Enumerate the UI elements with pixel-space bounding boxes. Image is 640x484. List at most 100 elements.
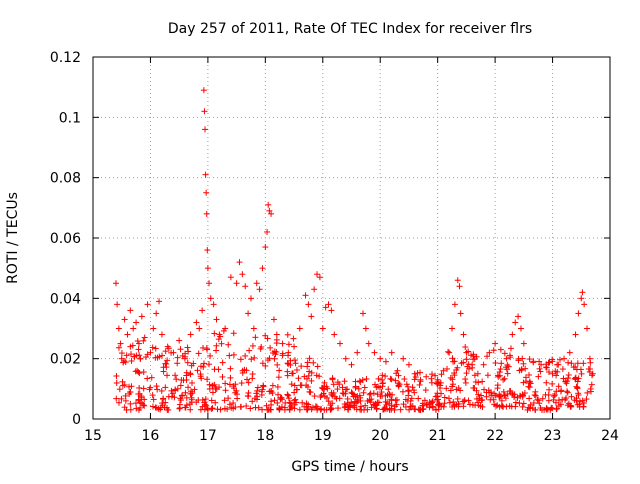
data-point: [236, 259, 243, 266]
data-point: [572, 374, 579, 381]
data-point: [362, 402, 369, 409]
data-point: [365, 340, 372, 347]
data-point: [279, 340, 286, 347]
data-point: [511, 394, 518, 401]
data-point: [217, 406, 224, 413]
data-point: [241, 366, 248, 373]
data-point: [239, 271, 246, 278]
data-point: [274, 383, 281, 390]
data-point: [360, 389, 367, 396]
data-point: [484, 353, 491, 360]
data-point: [156, 353, 163, 360]
data-point: [230, 400, 237, 407]
data-point: [136, 384, 143, 391]
data-point: [284, 391, 291, 398]
data-point: [484, 372, 491, 379]
data-point: [575, 310, 582, 317]
data-point: [242, 283, 249, 290]
data-point: [284, 368, 291, 375]
data-point: [286, 406, 293, 413]
data-point: [153, 383, 160, 390]
data-point: [355, 385, 362, 392]
data-point: [428, 375, 435, 382]
data-point: [269, 382, 276, 389]
data-point: [337, 340, 344, 347]
data-point: [308, 377, 315, 384]
data-point: [565, 375, 572, 382]
data-point: [207, 295, 214, 302]
data-point: [460, 403, 467, 410]
data-point: [273, 331, 280, 338]
data-point: [291, 405, 298, 412]
x-tick-label: 16: [142, 428, 160, 444]
data-point: [325, 398, 332, 405]
data-point: [552, 399, 559, 406]
data-point: [176, 337, 183, 344]
data-point: [526, 395, 533, 402]
data-point: [287, 400, 294, 407]
data-point: [249, 342, 256, 349]
data-point: [222, 325, 229, 332]
data-point: [382, 398, 389, 405]
data-point: [296, 325, 303, 332]
data-point: [314, 363, 321, 370]
data-point: [311, 393, 318, 400]
data-point: [115, 344, 122, 351]
data-point: [285, 349, 292, 356]
data-point: [507, 345, 514, 352]
data-point: [436, 385, 443, 392]
data-point: [274, 399, 281, 406]
data-point: [310, 359, 317, 366]
data-point: [411, 370, 418, 377]
data-point: [586, 355, 593, 362]
data-point: [115, 325, 122, 332]
data-point: [504, 391, 511, 398]
data-point: [556, 356, 563, 363]
data-point: [447, 387, 454, 394]
data-point: [200, 87, 207, 94]
data-point: [520, 400, 527, 407]
data-point: [202, 171, 209, 178]
data-point: [530, 359, 537, 366]
data-point: [364, 397, 371, 404]
data-point: [462, 344, 469, 351]
data-point: [266, 207, 273, 214]
data-point: [525, 383, 532, 390]
data-point: [299, 399, 306, 406]
data-point: [566, 349, 573, 356]
data-point: [372, 381, 379, 388]
data-point: [559, 366, 566, 373]
data-point: [554, 368, 561, 375]
data-point: [158, 387, 165, 394]
data-point: [185, 348, 192, 355]
data-point: [545, 391, 552, 398]
data-point: [546, 386, 553, 393]
data-point: [215, 366, 222, 373]
data-point: [356, 377, 363, 384]
y-tick-label: 0.04: [50, 291, 81, 307]
data-point: [227, 374, 234, 381]
data-point: [140, 401, 147, 408]
data-point: [293, 386, 300, 393]
data-point: [579, 289, 586, 296]
data-point: [407, 397, 414, 404]
data-point: [406, 406, 413, 413]
data-point: [466, 365, 473, 372]
data-point: [243, 403, 250, 410]
data-point: [395, 372, 402, 379]
data-point: [134, 367, 141, 374]
data-point: [517, 325, 524, 332]
data-point: [251, 354, 258, 361]
data-point: [551, 392, 558, 399]
data-point: [291, 397, 298, 404]
data-point: [113, 372, 120, 379]
data-point: [135, 369, 142, 376]
data-point: [438, 390, 445, 397]
data-point: [463, 356, 470, 363]
data-point: [321, 383, 328, 390]
data-point: [415, 395, 422, 402]
data-point: [325, 301, 332, 308]
data-point: [259, 406, 266, 413]
data-point: [458, 360, 465, 367]
data-point: [176, 404, 183, 411]
